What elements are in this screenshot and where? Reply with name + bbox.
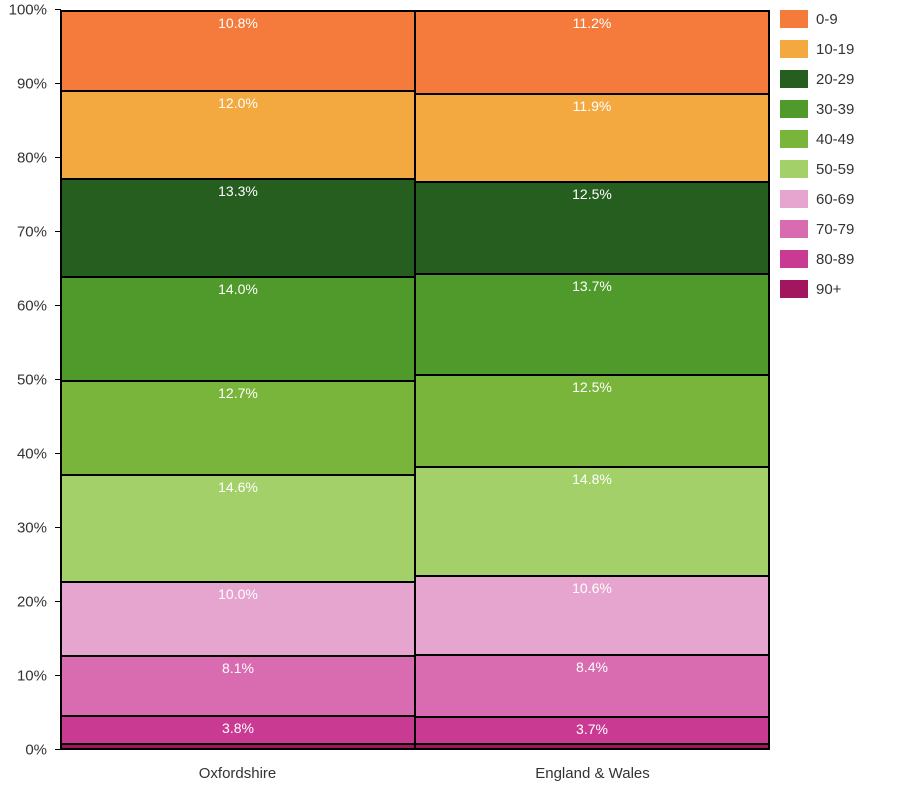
- legend-swatch: [780, 220, 808, 238]
- bar-segment: 12.0%: [61, 91, 415, 180]
- segment-label: 10.0%: [218, 586, 258, 602]
- legend-label: 30-39: [816, 101, 854, 118]
- legend-swatch: [780, 280, 808, 298]
- bar-segment: 10.6%: [415, 576, 769, 654]
- legend-label: 0-9: [816, 11, 838, 28]
- legend-label: 60-69: [816, 191, 854, 208]
- x-axis-label: England & Wales: [415, 765, 770, 782]
- legend-swatch: [780, 10, 808, 28]
- legend-swatch: [780, 100, 808, 118]
- legend-item: 60-69: [780, 190, 890, 208]
- legend-item: 80-89: [780, 250, 890, 268]
- legend-label: 50-59: [816, 161, 854, 178]
- legend-item: 20-29: [780, 70, 890, 88]
- bar-column: 3.7% 8.4% 10.6% 14.8% 12.5% 13.7% 12.5% 11.9% 11…: [415, 11, 769, 749]
- bar-segment: [61, 744, 415, 749]
- plot-area: 3.8% 8.1% 10.0% 14.6% 12.7% 14.0% 13.3% 12.0% 10…: [60, 10, 770, 750]
- bar-segment: [415, 744, 769, 749]
- bar-segment: 11.9%: [415, 94, 769, 182]
- legend: 0-9 10-19 20-29 30-39 40-49 50-59 60-69 70-79 80…: [780, 10, 890, 310]
- legend-swatch: [780, 190, 808, 208]
- y-tick-label: 0%: [25, 742, 47, 759]
- bar-segment: 12.7%: [61, 381, 415, 475]
- stacked-bar-chart: 0% 10% 20% 30% 40% 50% 60% 70% 80% 90% 100% 3.8% 8.…: [0, 0, 900, 790]
- legend-swatch: [780, 160, 808, 178]
- legend-label: 90+: [816, 281, 841, 298]
- y-tick-label: 70%: [17, 224, 47, 241]
- legend-item: 30-39: [780, 100, 890, 118]
- bar-segment: 3.8%: [61, 716, 415, 744]
- bar-divider: [415, 11, 416, 749]
- y-axis: 0%10%20%30%40%50%60%70%80%90%100%: [0, 10, 55, 750]
- bar-segment: 14.8%: [415, 467, 769, 576]
- legend-label: 10-19: [816, 41, 854, 58]
- x-axis-label: Oxfordshire: [60, 765, 415, 782]
- segment-label: 10.6%: [572, 580, 612, 596]
- y-tick-label: 40%: [17, 446, 47, 463]
- y-tick-label: 60%: [17, 298, 47, 315]
- legend-label: 20-29: [816, 71, 854, 88]
- y-tick-label: 30%: [17, 520, 47, 537]
- y-tick-label: 50%: [17, 372, 47, 389]
- y-tick-label: 100%: [9, 2, 47, 19]
- bar-segment: 12.5%: [415, 375, 769, 467]
- segment-label: 10.8%: [218, 15, 258, 31]
- bar-segment: 14.0%: [61, 277, 415, 380]
- segment-label: 14.0%: [218, 281, 258, 297]
- bar-segment: 3.7%: [415, 717, 769, 744]
- legend-item: 70-79: [780, 220, 890, 238]
- y-tick-label: 10%: [17, 668, 47, 685]
- bar-segment: 12.5%: [415, 182, 769, 274]
- bar-column: 3.8% 8.1% 10.0% 14.6% 12.7% 14.0% 13.3% 12.0% 10…: [61, 11, 415, 749]
- y-tick-label: 90%: [17, 76, 47, 93]
- legend-swatch: [780, 70, 808, 88]
- y-tick-label: 20%: [17, 594, 47, 611]
- segment-label: 8.4%: [576, 659, 608, 675]
- legend-item: 40-49: [780, 130, 890, 148]
- bar-segment: 13.7%: [415, 274, 769, 375]
- segment-label: 12.0%: [218, 95, 258, 111]
- bar-segment: 13.3%: [61, 179, 415, 277]
- segment-label: 11.2%: [573, 15, 612, 31]
- bar-segment: 8.1%: [61, 656, 415, 716]
- legend-swatch: [780, 40, 808, 58]
- bar-segment: 10.8%: [61, 11, 415, 91]
- segment-label: 12.7%: [218, 385, 258, 401]
- legend-label: 80-89: [816, 251, 854, 268]
- segment-label: 12.5%: [572, 379, 612, 395]
- legend-item: 10-19: [780, 40, 890, 58]
- bar-segment: 10.0%: [61, 582, 415, 656]
- x-axis: OxfordshireEngland & Wales: [60, 755, 770, 790]
- legend-label: 70-79: [816, 221, 854, 238]
- legend-label: 40-49: [816, 131, 854, 148]
- segment-label: 13.7%: [572, 278, 612, 294]
- bar-segment: 11.2%: [415, 11, 769, 94]
- bar-segment: 8.4%: [415, 655, 769, 717]
- segment-label: 3.7%: [576, 721, 608, 737]
- segment-label: 11.9%: [573, 98, 612, 114]
- segment-label: 3.8%: [222, 720, 254, 736]
- legend-swatch: [780, 250, 808, 268]
- legend-item: 50-59: [780, 160, 890, 178]
- segment-label: 14.8%: [572, 471, 612, 487]
- bar-segment: 14.6%: [61, 475, 415, 583]
- segment-label: 8.1%: [222, 660, 254, 676]
- y-tick-label: 80%: [17, 150, 47, 167]
- legend-swatch: [780, 130, 808, 148]
- segment-label: 12.5%: [572, 186, 612, 202]
- legend-item: 90+: [780, 280, 890, 298]
- segment-label: 13.3%: [218, 183, 258, 199]
- legend-item: 0-9: [780, 10, 890, 28]
- segment-label: 14.6%: [218, 479, 258, 495]
